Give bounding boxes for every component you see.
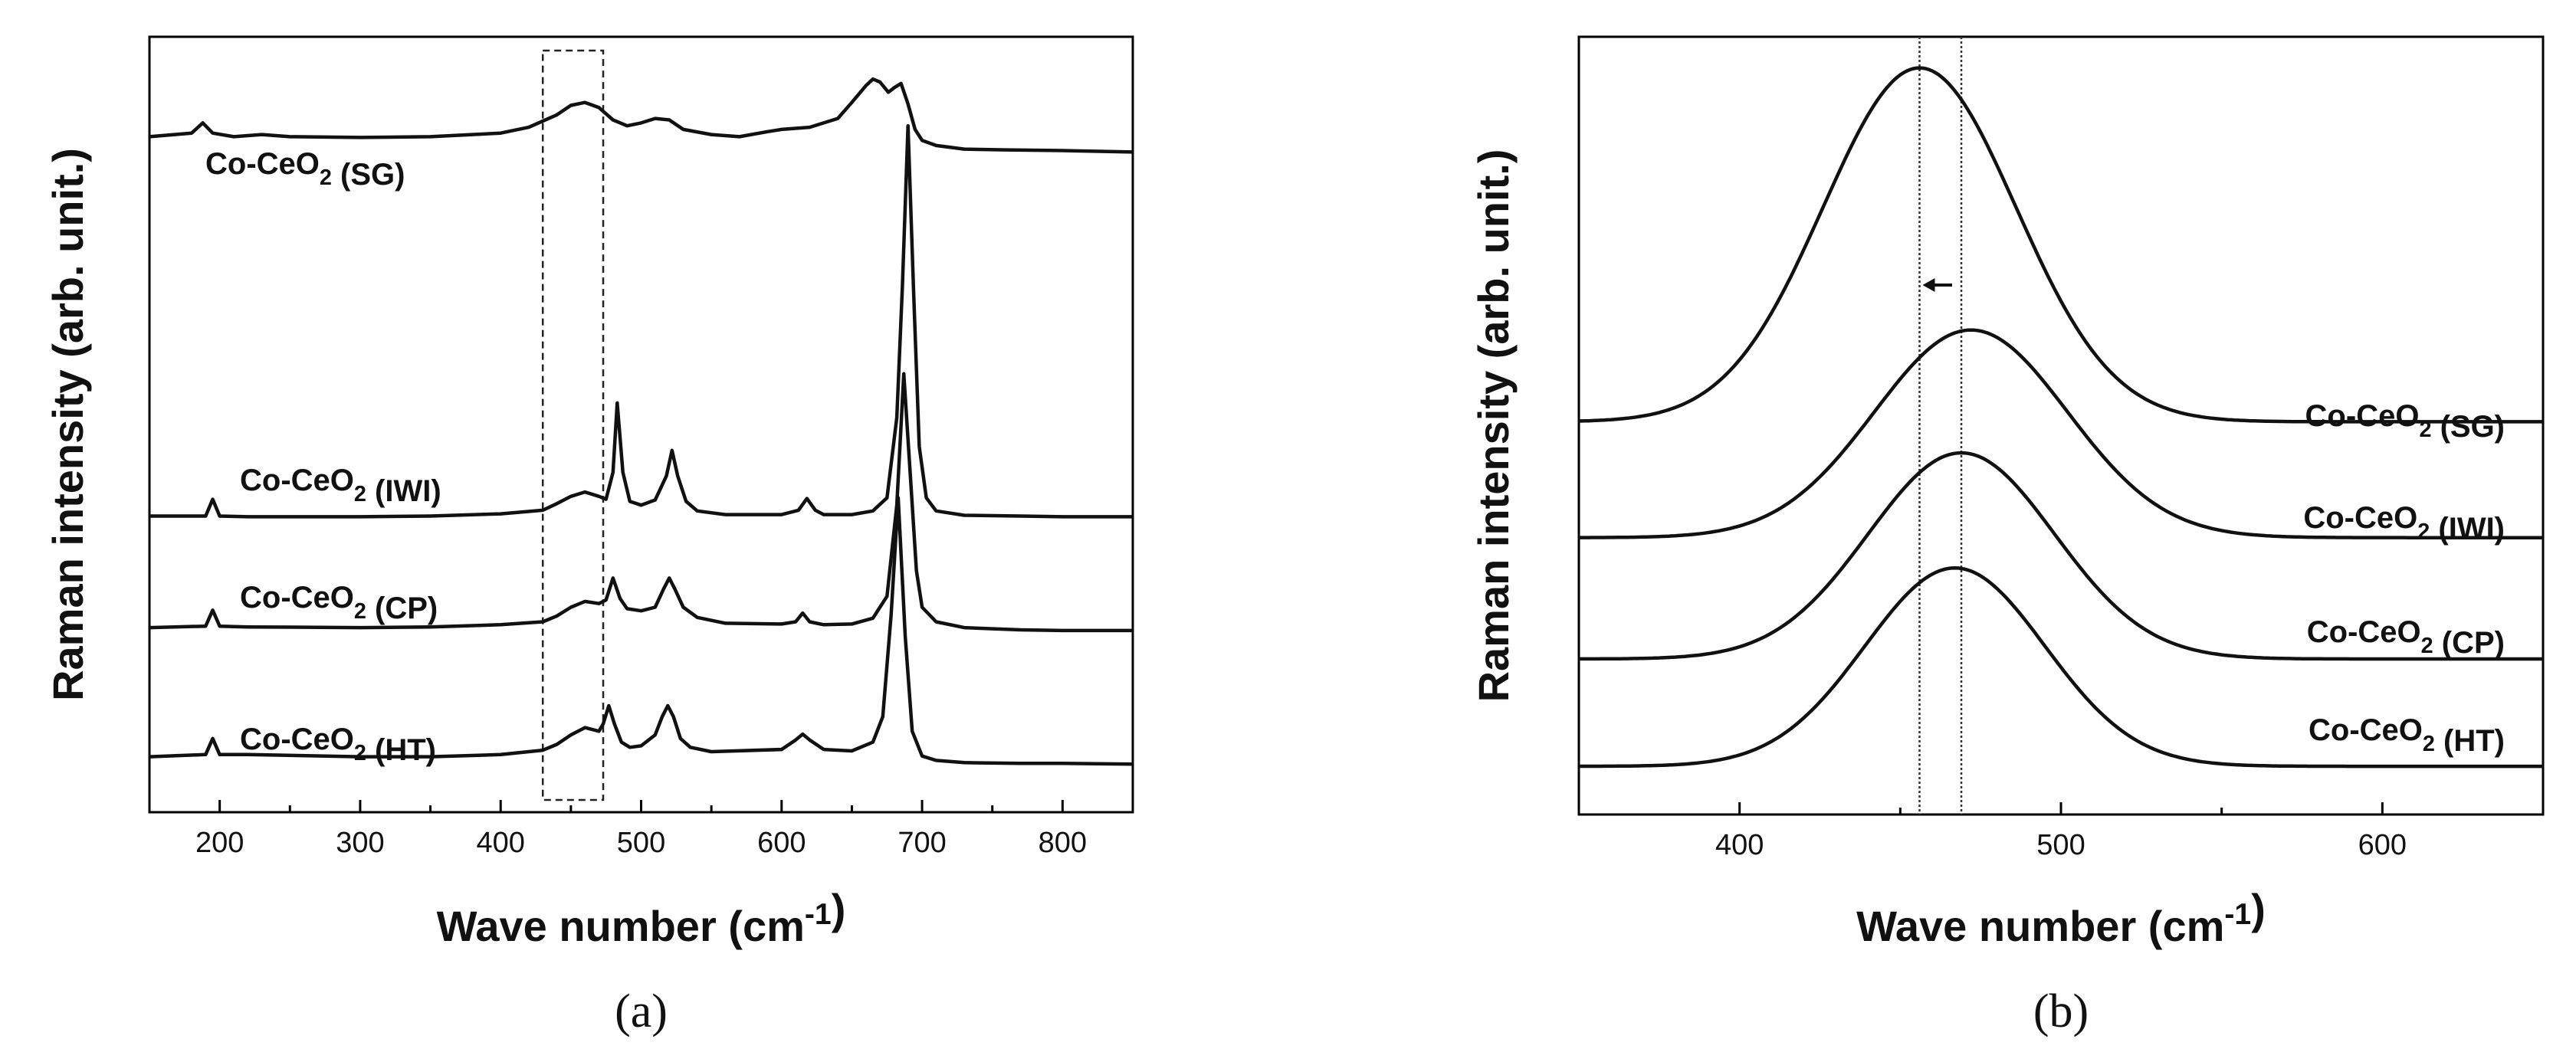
series-line-3 — [149, 496, 1134, 766]
series-line-3 — [1579, 565, 2543, 769]
series-line-0 — [149, 77, 1134, 154]
series-label: Co-CeO2 (HT) — [240, 723, 436, 767]
series-line-1 — [1579, 328, 2543, 539]
x-axis-title-a: Wave number (cm-1) — [437, 885, 846, 950]
y-axis-title-b: Raman intensity (arb. unit.) — [1469, 149, 1518, 703]
series-line-2 — [149, 372, 1133, 633]
x-tick-label: 500 — [617, 827, 665, 859]
series-label: Co-CeO2 (SG) — [205, 147, 405, 192]
x-tick-label: 400 — [477, 827, 525, 859]
x-tick-label: 400 — [1715, 829, 1764, 861]
shift-arrowhead — [1922, 278, 1935, 292]
x-tick-label: 600 — [2358, 829, 2407, 861]
x-tick-label: 500 — [2036, 829, 2085, 861]
x-axis-title-b: Wave number (cm-1) — [1856, 885, 2266, 950]
y-axis-title-a: Raman intensity (arb. unit.) — [44, 148, 92, 701]
series-label: Co-CeO2 (CP) — [2307, 615, 2505, 660]
x-tick-label: 700 — [897, 827, 946, 859]
x-tick-label: 800 — [1039, 827, 1087, 859]
series-line-1 — [149, 123, 1133, 519]
series-line-2 — [1579, 451, 2543, 661]
highlight-box — [541, 49, 605, 801]
series-label: Co-CeO2 (IWI) — [240, 464, 441, 508]
series-label: Co-CeO2 (SG) — [2305, 399, 2505, 444]
x-tick-label: 200 — [195, 827, 244, 859]
series-line-0 — [1578, 66, 2543, 424]
series-label: Co-CeO2 (HT) — [2309, 713, 2505, 758]
x-tick-label: 300 — [336, 827, 384, 859]
panel-a: 200 300 400 500 600 700 800 Co-CeO2 (SG) Co-CeO2… — [44, 35, 1134, 1037]
series-label: Co-CeO2 (CP) — [240, 581, 438, 625]
x-tick-label: 600 — [757, 827, 806, 859]
panel-label-b: (b) — [2033, 985, 2089, 1037]
panel-label-a: (a) — [615, 985, 668, 1037]
